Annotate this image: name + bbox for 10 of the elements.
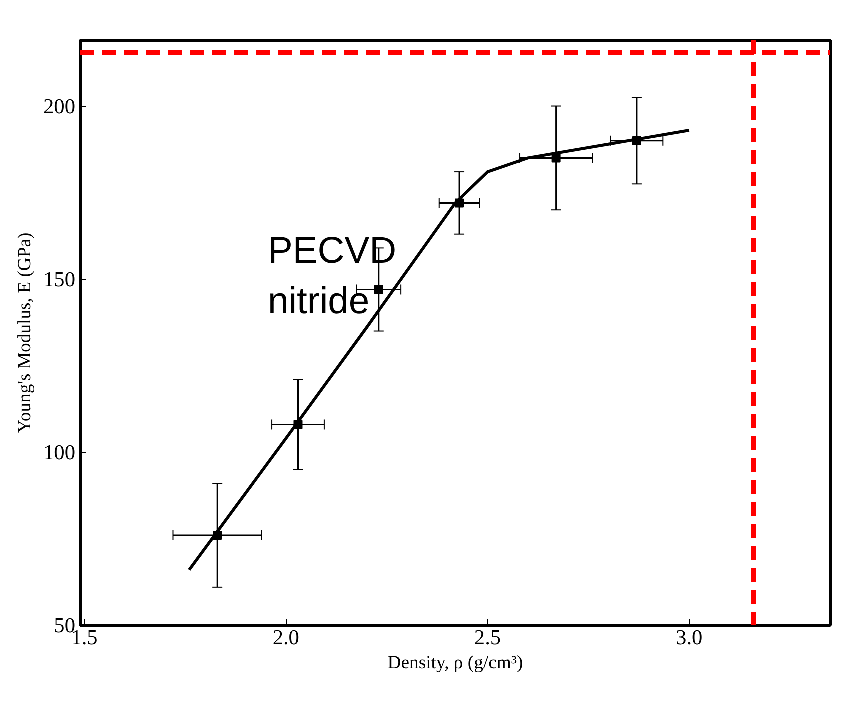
x-tick-label: 2.5 <box>474 626 502 650</box>
y-axis-title: Young's Modulus, E (GPa) <box>14 232 36 434</box>
y-tick-label: 100 <box>44 440 76 464</box>
annotation: PECVD nitride <box>268 228 397 322</box>
y-tick-label: 150 <box>44 267 76 292</box>
point <box>374 285 384 294</box>
y-tick-label: 200 <box>44 94 76 118</box>
x-tick-label: 2.0 <box>272 626 300 650</box>
x-axis-title: Density, ρ (g/cm³) <box>388 652 524 674</box>
x-tick-label: 3.0 <box>676 626 703 650</box>
